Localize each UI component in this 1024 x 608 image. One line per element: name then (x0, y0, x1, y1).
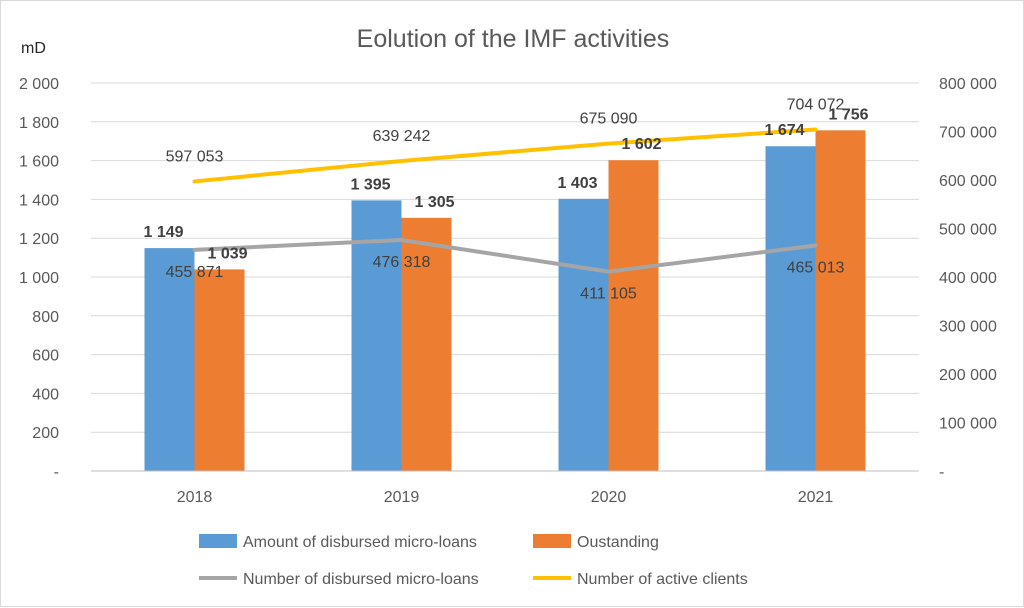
data-label-outstanding: 1 039 (207, 245, 247, 262)
bar-outstanding (608, 160, 659, 471)
data-label-disbursed-amount: 1 403 (557, 175, 597, 192)
bars (144, 130, 866, 471)
bar-outstanding (401, 217, 452, 471)
bar-disbursed-amount (558, 198, 609, 471)
left-axis-tick-label: - (54, 464, 59, 481)
legend-label: Number of active clients (577, 571, 748, 588)
data-label-active-clients: 675 090 (580, 111, 638, 128)
line-active-clients (192, 127, 818, 184)
bar-outstanding (815, 130, 866, 471)
left-axis-tick-label: 1 000 (19, 270, 59, 287)
left-axis-tick-label: 1 600 (19, 154, 59, 171)
data-label-disbursed-count: 455 871 (166, 264, 224, 281)
bar-outstanding (194, 269, 245, 471)
right-axis-tick-label: 100 000 (939, 416, 997, 433)
data-label-active-clients: 639 242 (373, 128, 431, 145)
data-label-disbursed-count: 411 105 (580, 286, 637, 303)
bar-disbursed-amount (144, 248, 195, 471)
data-label-disbursed-amount: 1 149 (143, 224, 183, 241)
left-axis-tick-label: 2 000 (19, 76, 59, 93)
data-label-disbursed-amount: 1 674 (764, 122, 804, 139)
legend-label: Number of disbursed micro-loans (243, 571, 479, 588)
left-axis-tick-label: 600 (32, 348, 59, 365)
axes: - 200 400 600 800 1 000 1 200 1 400 1 600 1 800 2 … (19, 76, 997, 506)
data-label-disbursed-count: 465 013 (787, 259, 845, 276)
left-axis-tick-label: 1 200 (19, 231, 59, 248)
legend-label: Amount of disbursed micro-loans (243, 534, 477, 551)
legend-swatch (533, 534, 571, 548)
data-label-active-clients: 704 072 (787, 97, 845, 114)
line-disbursed-count (192, 237, 818, 274)
bar-disbursed-amount (351, 200, 402, 471)
right-axis-tick-label: 500 000 (939, 222, 997, 239)
data-label-active-clients: 597 053 (166, 148, 224, 165)
left-axis-tick-label: 1 800 (19, 115, 59, 132)
data-labels: 1 149 1 395 1 403 1 674 1 039 1 305 1 602 1 756… (143, 97, 868, 303)
x-axis-category-label: 2021 (798, 489, 834, 506)
right-axis-tick-label: 700 000 (939, 125, 997, 142)
legend: Amount of disbursed micro-loans Oustandin… (199, 534, 748, 588)
right-axis-tick-label: 200 000 (939, 367, 997, 384)
x-axis-category-label: 2019 (384, 489, 420, 506)
right-axis-tick-label: - (939, 464, 944, 481)
data-label-outstanding: 1 756 (828, 106, 868, 123)
x-axis-category-label: 2018 (177, 489, 213, 506)
legend-label: Oustanding (577, 534, 659, 551)
left-axis-tick-label: 1 400 (19, 192, 59, 209)
unit-label: mD (21, 40, 46, 57)
bar-disbursed-amount (765, 146, 816, 471)
right-axis-tick-label: 300 000 (939, 319, 997, 336)
lines (192, 127, 818, 274)
right-axis-tick-label: 800 000 (939, 76, 997, 93)
x-axis-category-label: 2020 (591, 489, 627, 506)
data-label-disbursed-count: 476 318 (373, 254, 431, 271)
right-axis-tick-label: 400 000 (939, 270, 997, 287)
left-axis-tick-label: 800 (32, 309, 59, 326)
data-label-outstanding: 1 602 (621, 136, 661, 153)
data-label-outstanding: 1 305 (414, 194, 454, 211)
left-axis-tick-label: 200 (32, 425, 59, 442)
legend-swatch (199, 534, 237, 548)
left-axis-tick-label: 400 (32, 386, 59, 403)
data-label-disbursed-amount: 1 395 (350, 176, 390, 193)
right-axis-tick-label: 600 000 (939, 173, 997, 190)
chart-title: Eolution of the IMF activities (357, 25, 670, 53)
